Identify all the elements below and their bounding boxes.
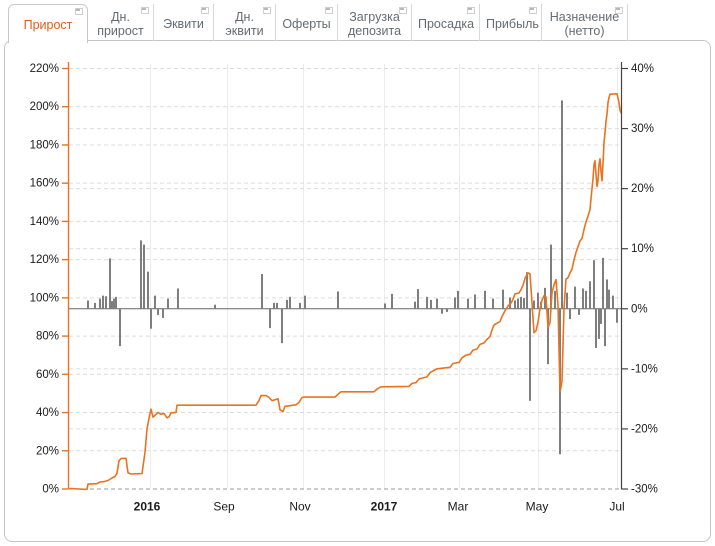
svg-text:220%: 220% xyxy=(30,63,59,75)
tab-deposit-load[interactable]: Загрузка депозита xyxy=(338,4,412,41)
svg-text:-10%: -10% xyxy=(631,363,658,375)
popout-icon[interactable] xyxy=(467,7,475,14)
svg-text:10%: 10% xyxy=(631,243,654,255)
popout-icon[interactable] xyxy=(399,7,407,14)
tab-label: Оферты xyxy=(282,16,331,31)
svg-text:40%: 40% xyxy=(631,63,654,75)
chart-plot-area[interactable] xyxy=(68,62,621,489)
right-gridlines xyxy=(69,128,621,430)
tab-label: Дн. прирост xyxy=(97,9,144,38)
svg-text:Jul: Jul xyxy=(609,500,624,514)
popout-icon[interactable] xyxy=(263,7,271,14)
tab-daily-growth[interactable]: Дн. прирост xyxy=(88,4,154,41)
tab-label: Эквити xyxy=(163,16,204,31)
svg-text:May: May xyxy=(526,500,549,514)
svg-text:20%: 20% xyxy=(631,183,654,195)
tab-label: Просадка xyxy=(418,16,475,31)
tab-label: Прирост xyxy=(23,18,73,32)
tab-profit[interactable]: Прибыль xyxy=(480,4,542,41)
popout-icon[interactable] xyxy=(615,7,623,14)
svg-text:0%: 0% xyxy=(42,484,59,496)
left-axis-labels: 0% 20% 40% 60% 80% 100% 120% 140% 160% 180% 200% 22… xyxy=(30,63,68,496)
svg-text:2017: 2017 xyxy=(371,500,398,514)
svg-text:Mar: Mar xyxy=(448,500,469,514)
svg-text:-20%: -20% xyxy=(631,423,658,435)
svg-text:180%: 180% xyxy=(30,139,59,151)
svg-text:2016: 2016 xyxy=(134,500,161,514)
popout-icon[interactable] xyxy=(325,7,333,14)
svg-text:120%: 120% xyxy=(30,254,59,266)
tab-growth[interactable]: Прирост xyxy=(8,4,88,43)
tab-equity[interactable]: Эквити xyxy=(154,4,214,41)
popout-icon[interactable] xyxy=(529,7,537,14)
tab-label: Прибыль xyxy=(486,16,539,31)
growth-line-series xyxy=(69,93,622,491)
right-axis-labels: -30% -20% -10% 0% 10% 20% 30% 40% xyxy=(622,63,658,496)
chart-tab-bar: Прирост Дн. прирост Эквити Дн. эквити Оферты… xyxy=(8,4,628,43)
svg-text:40%: 40% xyxy=(36,407,59,419)
svg-text:160%: 160% xyxy=(30,178,59,190)
popout-icon[interactable] xyxy=(141,7,149,14)
svg-text:Sep: Sep xyxy=(213,500,235,514)
tab-label: Назначение (нетто) xyxy=(549,9,620,38)
left-gridlines xyxy=(69,68,621,490)
svg-text:80%: 80% xyxy=(36,331,59,343)
tab-label: Загрузка депозита xyxy=(347,9,402,38)
svg-text:140%: 140% xyxy=(30,216,59,228)
svg-text:100%: 100% xyxy=(30,292,59,304)
svg-text:Nov: Nov xyxy=(289,500,310,514)
tab-label: Дн. эквити xyxy=(225,9,264,38)
tab-drawdown[interactable]: Просадка xyxy=(412,4,480,41)
vertical-gridlines xyxy=(150,64,618,489)
tab-daily-equity[interactable]: Дн. эквити xyxy=(214,4,276,41)
svg-text:200%: 200% xyxy=(30,101,59,113)
tab-offers[interactable]: Оферты xyxy=(276,4,338,41)
svg-text:20%: 20% xyxy=(36,445,59,457)
svg-text:-30%: -30% xyxy=(631,484,658,496)
popout-icon[interactable] xyxy=(201,7,209,14)
svg-text:0%: 0% xyxy=(631,303,648,315)
tab-allocation-netto[interactable]: Назначение (нетто) xyxy=(542,4,628,41)
svg-text:60%: 60% xyxy=(36,369,59,381)
popout-icon[interactable] xyxy=(75,8,83,15)
x-axis-labels: 2016 Sep Nov 2017 Mar May Jul xyxy=(134,500,625,514)
svg-text:30%: 30% xyxy=(631,123,654,135)
